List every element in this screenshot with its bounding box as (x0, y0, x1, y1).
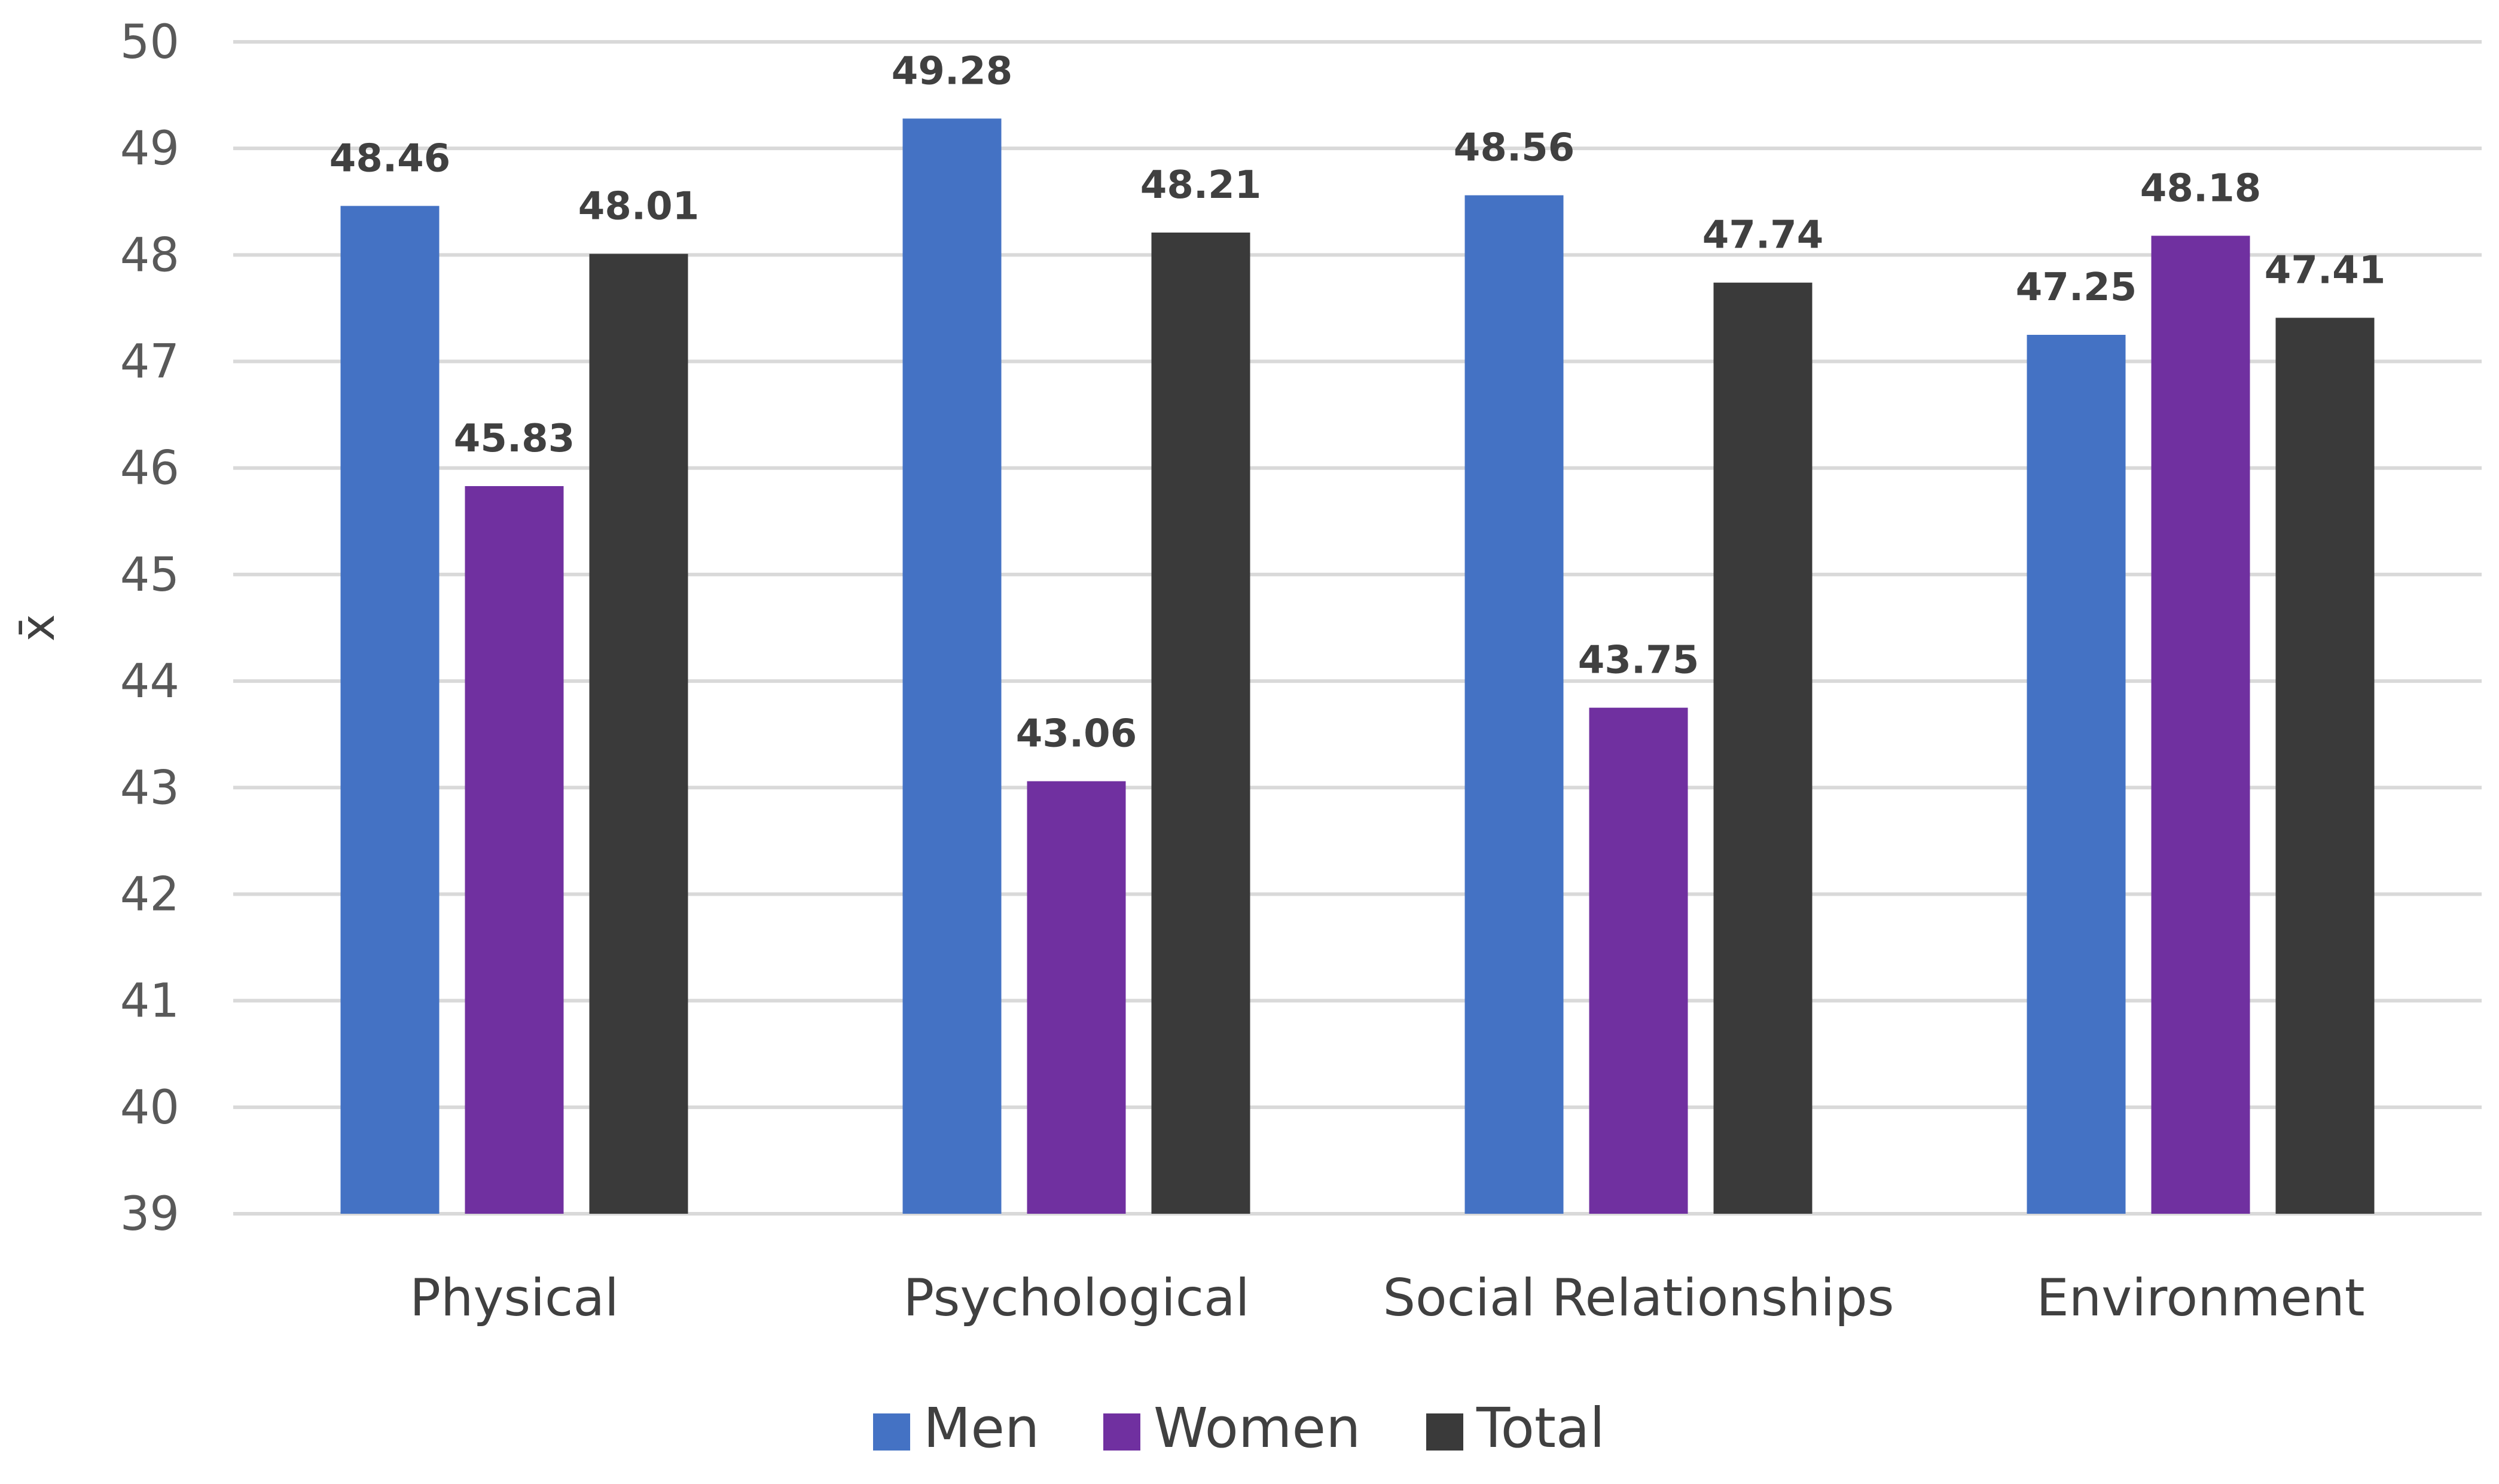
bar-men-environment (2027, 335, 2126, 1214)
gridlines (233, 40, 2482, 1216)
bar-men-social-relationships (1464, 195, 1564, 1214)
data-label: 43.75 (1578, 639, 1699, 683)
bar-women-physical (465, 486, 564, 1214)
bar-men-physical (340, 206, 440, 1214)
y-tick-label: 41 (120, 975, 179, 1028)
legend-label-women: Women (1154, 1396, 1360, 1460)
bar-total-environment (2275, 317, 2375, 1214)
data-label: 47.25 (2016, 265, 2137, 310)
y-tick-label: 42 (120, 868, 179, 921)
data-label: 49.28 (892, 49, 1012, 93)
bar-women-social-relationships (1589, 707, 1688, 1214)
legend-swatch-women (1103, 1413, 1140, 1451)
x-axis-category-labels: Physical Psychological Social Relationship… (410, 1268, 2364, 1328)
data-labels: 48.46 45.83 48.01 49.28 43.06 48.21 48.56 43.75… (329, 49, 2385, 756)
bar-total-physical (589, 254, 688, 1214)
bar-women-environment (2151, 236, 2250, 1214)
legend-swatch-total (1426, 1413, 1463, 1451)
data-label: 48.01 (578, 185, 699, 229)
y-tick-label: 48 (120, 228, 179, 282)
data-label: 48.21 (1140, 163, 1261, 207)
y-tick-label: 43 (120, 761, 179, 815)
bar-total-social-relationships (1713, 282, 1813, 1214)
bars (340, 118, 2375, 1214)
x-category-label: Physical (410, 1268, 619, 1328)
y-tick-label: 45 (120, 548, 179, 602)
y-tick-label: 50 (120, 16, 179, 69)
legend-label-total: Total (1476, 1396, 1605, 1460)
y-tick-label: 47 (120, 335, 179, 389)
legend-label-men: Men (923, 1396, 1039, 1460)
data-label: 48.56 (1454, 126, 1575, 170)
data-label: 43.06 (1016, 712, 1137, 756)
data-label: 48.46 (329, 136, 450, 181)
legend-swatch-men (873, 1413, 910, 1451)
y-tick-label: 44 (120, 655, 179, 709)
y-axis-title: x̄ (11, 614, 65, 642)
y-tick-label: 49 (120, 122, 179, 176)
bar-total-psychological (1151, 232, 1250, 1214)
data-label: 48.18 (2140, 166, 2261, 210)
data-label: 47.74 (1702, 213, 1823, 258)
bar-men-psychological (902, 118, 1002, 1214)
bar-women-psychological (1027, 781, 1126, 1214)
x-category-label: Social Relationships (1383, 1268, 1894, 1328)
y-tick-label: 46 (120, 442, 179, 496)
data-label: 47.41 (2265, 248, 2385, 292)
y-tick-label: 40 (120, 1081, 179, 1135)
legend: Men Women Total (873, 1396, 1605, 1460)
x-category-label: Psychological (903, 1268, 1249, 1328)
y-axis-tick-labels: 39 40 41 42 43 44 45 46 47 48 49 50 (120, 16, 179, 1241)
data-label: 45.83 (454, 417, 575, 461)
y-tick-label: 39 (120, 1187, 179, 1241)
x-category-label: Environment (2036, 1268, 2364, 1328)
